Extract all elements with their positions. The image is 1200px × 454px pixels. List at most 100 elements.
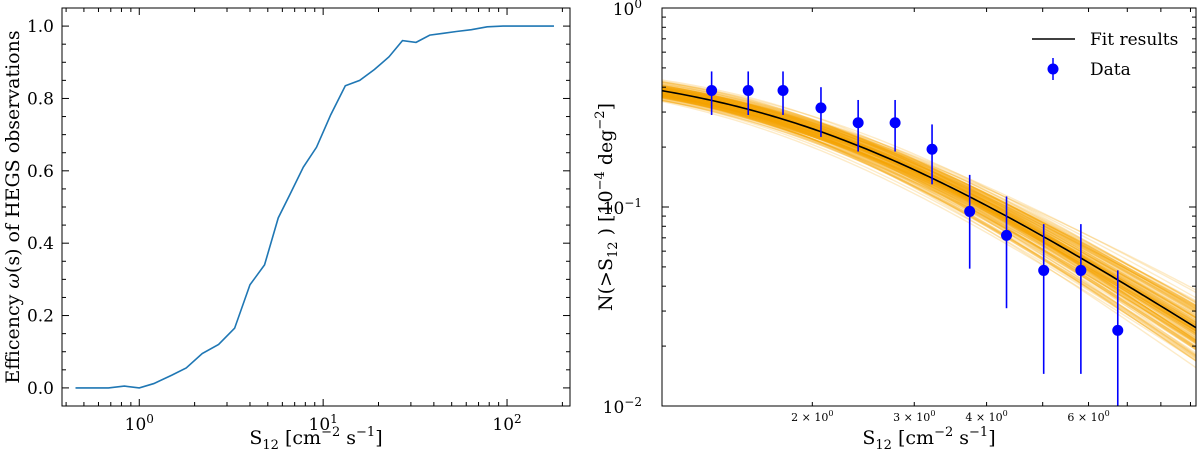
fit-sample-curve [662, 88, 1196, 337]
fit-sample-curve [662, 92, 1196, 356]
number-counts-plot-area [662, 71, 1196, 406]
fit-sample-curve [662, 88, 1196, 343]
data-point [964, 205, 976, 217]
fit-sample-curve [662, 92, 1196, 369]
fit-sample-curve [662, 95, 1196, 308]
fit-sample-curve [662, 99, 1196, 360]
fit-sample-curve [662, 98, 1196, 342]
data-point [926, 143, 938, 155]
efficiency-axes-frame [61, 7, 571, 407]
number-counts-y-axis-label: N(>S12 ) [10−4 deg−2] [593, 103, 621, 311]
fit-sample-curve [662, 83, 1196, 310]
y-tick-label: 0.0 [27, 379, 54, 399]
fit-sample-curve [662, 89, 1196, 303]
fit-sample-curve [662, 89, 1196, 304]
fit-sample-curve [662, 85, 1196, 323]
fit-sample-curve [662, 86, 1196, 329]
y-tick-label: 10−2 [603, 395, 642, 418]
fit-sample-curve [662, 92, 1196, 348]
fit-sample-curve [662, 94, 1196, 324]
fit-sample-curve [662, 99, 1196, 332]
fit-sample-curve [662, 83, 1196, 315]
x-tick-label: 100 [125, 412, 154, 435]
fit-sample-curve [662, 88, 1196, 345]
fit-sample-curve [662, 94, 1196, 302]
data-point [742, 84, 754, 96]
fit-sample-curve [662, 99, 1196, 356]
y-tick-label: 0.4 [27, 234, 54, 254]
fit-sample-curve [662, 86, 1196, 310]
fit-sample-curve [662, 96, 1196, 354]
fit-sample-curve [662, 88, 1196, 333]
fit-sample-curve [662, 79, 1196, 333]
fit-sample-curve [662, 95, 1196, 332]
fit-sample-curve [662, 94, 1196, 350]
fit-posterior-band [662, 79, 1196, 369]
fit-sample-curve [662, 93, 1196, 312]
fit-sample-curve [662, 85, 1196, 294]
fit-sample-curve [662, 88, 1196, 308]
fit-sample-curve [662, 93, 1196, 313]
fit-sample-curve [662, 97, 1196, 332]
y-tick-label: 0.2 [27, 307, 54, 327]
fit-sample-curve [662, 87, 1196, 344]
fit-sample-curve [662, 89, 1196, 314]
fit-sample-curve [662, 93, 1196, 343]
fit-sample-curve [662, 87, 1196, 327]
efficiency-ticks: 100 101 102 0.0 0.2 0.4 0.6 0.8 1.0 [27, 8, 570, 435]
fit-sample-curve [662, 96, 1196, 331]
data-point [852, 117, 864, 129]
fit-sample-curve [662, 90, 1196, 362]
fit-sample-curve [662, 84, 1196, 318]
fit-sample-curve [662, 87, 1196, 311]
number-counts-x-axis-label: S12 [cm−2 s−1] [862, 425, 995, 453]
fit-sample-curve [662, 92, 1196, 344]
fit-sample-curve [662, 92, 1196, 323]
fit-sample-curve [662, 96, 1196, 349]
fit-sample-curve [662, 94, 1196, 314]
data-point [815, 102, 827, 114]
fit-sample-curve [662, 90, 1196, 344]
fit-sample-curve [662, 86, 1196, 299]
fit-sample-curve [662, 90, 1196, 331]
fit-sample-curve [662, 86, 1196, 324]
fit-sample-curve [662, 85, 1196, 313]
fit-sample-curve [662, 88, 1196, 326]
fit-sample-curve [662, 91, 1196, 335]
fit-sample-curve [662, 84, 1196, 349]
fit-sample-curve [662, 86, 1196, 318]
fit-results-line [662, 89, 1196, 329]
number-counts-ticks: 100 10−1 10−2 2 × 100 3 × 100 4 × 100 6 × 100 [603, 0, 1196, 424]
efficiency-plot-area [75, 25, 554, 389]
fit-sample-curve [662, 94, 1196, 332]
fit-sample-curve [662, 95, 1196, 328]
fit-sample-curve [662, 90, 1196, 340]
fit-sample-curve [662, 92, 1196, 339]
fit-sample-curve [662, 89, 1196, 312]
fit-sample-curve [662, 94, 1196, 321]
data-point [1001, 229, 1013, 241]
fit-sample-curve [662, 100, 1196, 362]
fit-sample-curve [662, 94, 1196, 357]
fit-sample-curve [662, 93, 1196, 322]
fit-sample-curve [662, 90, 1196, 351]
fit-sample-curve [662, 90, 1196, 324]
fit-sample-curve [662, 97, 1196, 343]
fit-sample-curve [662, 93, 1196, 309]
fit-sample-curve [662, 80, 1196, 347]
x-tick-label: 102 [492, 412, 521, 435]
fit-sample-curve [662, 91, 1196, 319]
y-tick-label: 10−1 [603, 196, 642, 219]
fit-sample-curve [662, 91, 1196, 336]
efficiency-y-axis-label: Efficency ω(s) of HEGS observations [2, 30, 24, 383]
data-point [1112, 324, 1124, 336]
x-tick-label: 6 × 100 [1067, 409, 1109, 424]
y-tick-label: 0.6 [27, 162, 54, 182]
fit-sample-curve [662, 95, 1196, 319]
legend: Fit results Data [1032, 30, 1178, 80]
fit-sample-curve [662, 94, 1196, 308]
fit-sample-curve [662, 99, 1196, 351]
fit-sample-curve [662, 96, 1196, 345]
y-tick-label: 0.8 [27, 89, 54, 109]
